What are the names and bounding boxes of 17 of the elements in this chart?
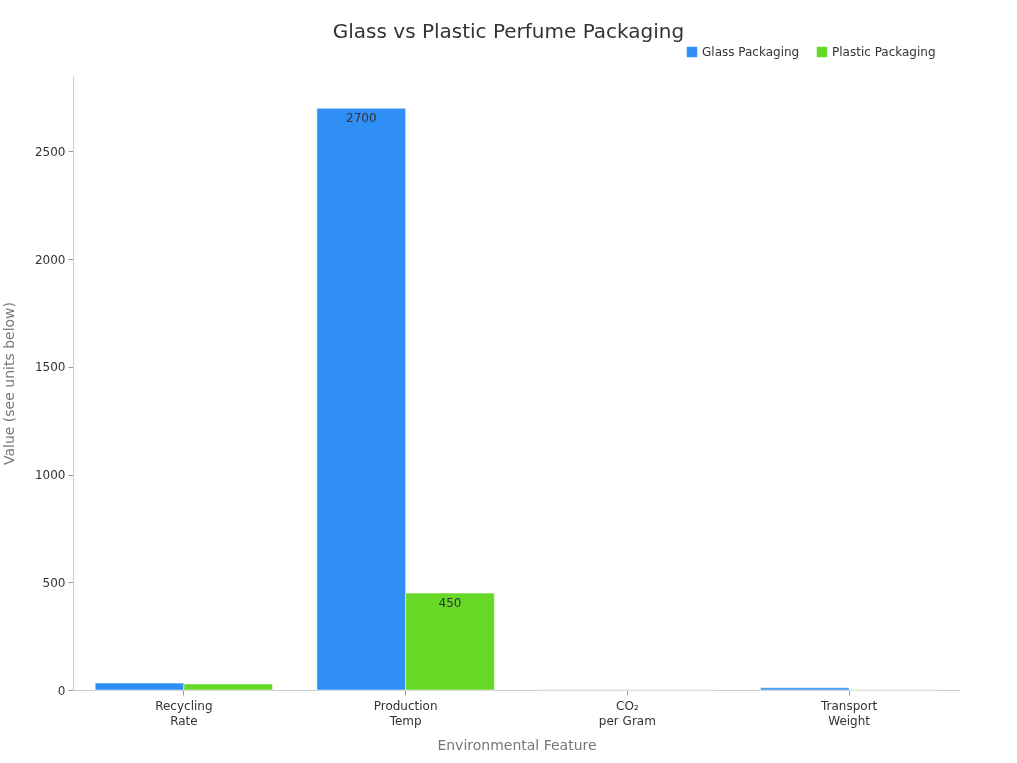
data-label: 2700 xyxy=(346,111,377,126)
x-tick-label: CO₂ per Gram xyxy=(598,698,656,728)
y-tick-label: 2500 xyxy=(34,144,66,159)
y-tick-label: 1500 xyxy=(34,360,66,375)
chart-title: Glass vs Plastic Perfume Packaging xyxy=(332,19,685,43)
y-tick-label: 0 xyxy=(57,683,66,698)
legend-label: Glass Packaging xyxy=(702,45,800,59)
y-tick-label: 500 xyxy=(42,575,66,590)
x-tick-label: Production Temp xyxy=(373,698,438,728)
data-label: 450 xyxy=(438,596,462,611)
x-axis-title: Environmental Feature xyxy=(437,736,597,753)
y-tick-label: 2000 xyxy=(34,252,66,267)
x-tick-label: Transport Weight xyxy=(819,698,878,728)
y-axis-title: Value (see units below) xyxy=(0,301,17,466)
legend-label: Plastic Packaging xyxy=(832,45,936,59)
x-tick-label: Recycling Rate xyxy=(155,698,213,728)
y-tick-label: 1000 xyxy=(34,468,66,483)
